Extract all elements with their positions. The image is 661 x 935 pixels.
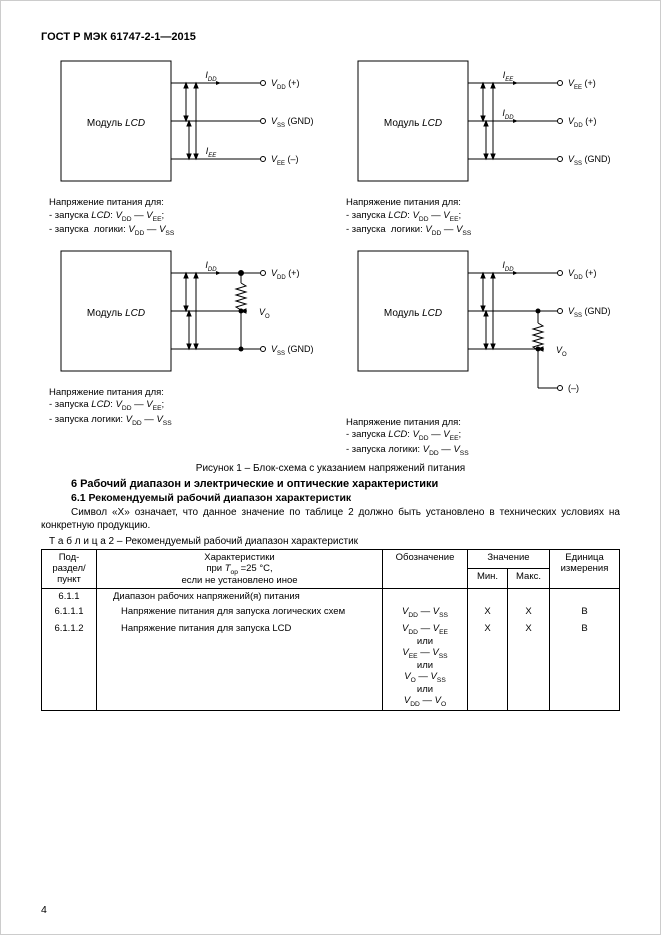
svg-text:VEE (–): VEE (–) [271, 154, 299, 167]
cell-unit [550, 589, 620, 605]
svg-text:VSS (GND): VSS (GND) [271, 344, 314, 357]
cell-max: X [508, 621, 550, 710]
cell-sym: VDD — VEEили VEE — VSSили VO — VSSили VD… [383, 621, 468, 710]
section-6-1: 6.1 Рекомендуемый рабочий диапазон харак… [71, 492, 620, 504]
figure-caption: Рисунок 1 – Блок-схема с указанием напря… [41, 463, 620, 474]
cell-num: 6.1.1.2 [42, 621, 97, 710]
cell-min [468, 589, 508, 605]
svg-text:IEE: IEE [503, 70, 515, 83]
lead-1: IDD VDD (+) [171, 70, 299, 91]
page-container: ГОСТ Р МЭК 61747-2-1—2015 Модуль LCD IDD… [0, 0, 661, 935]
diagram-4-svg: Модуль LCD IDD VDD (+) VSS (GND) [338, 243, 618, 413]
svg-text:Модуль LCD: Модуль LCD [87, 308, 145, 319]
cell-name: Напряжение питания для запуска LCD [97, 621, 383, 710]
svg-text:VSS (GND): VSS (GND) [568, 154, 611, 167]
th-num: Под-раздел/ пункт [42, 549, 97, 589]
svg-text:(–): (–) [568, 383, 579, 393]
svg-text:IDD: IDD [205, 260, 217, 273]
table-row: 6.1.1.1 Напряжение питания для запуска л… [42, 604, 620, 621]
svg-text:VO: VO [556, 345, 567, 358]
diagram-4: Модуль LCD IDD VDD (+) VSS (GND) [338, 243, 620, 459]
cell-name: Напряжение питания для запуска логически… [97, 604, 383, 621]
th-val: Значение [468, 549, 550, 569]
th-min: Мин. [468, 569, 508, 589]
cell-max: X [508, 604, 550, 621]
svg-text:VO: VO [259, 307, 270, 320]
cell-unit: В [550, 621, 620, 710]
diagram-1-svg: Модуль LCD IDD VDD (+) VSS (GND) [41, 53, 321, 193]
table-row: 6.1.1.2 Напряжение питания для запуска L… [42, 621, 620, 710]
cell-num: 6.1.1 [42, 589, 97, 605]
cell-min: X [468, 621, 508, 710]
svg-text:IDD: IDD [502, 108, 514, 121]
section-6: 6 Рабочий диапазон и электрические и опт… [71, 478, 620, 490]
cell-sym [383, 589, 468, 605]
diagram-3-caption: Напряжение питания для: - запуска LCD: V… [41, 387, 323, 428]
th-char: Характеристики при Top =25 °С, если не у… [97, 549, 383, 589]
module-label: Модуль LCD [87, 118, 145, 129]
svg-text:IDD: IDD [502, 260, 514, 273]
lead-2: VSS (GND) [171, 116, 314, 129]
svg-text:VEE (+): VEE (+) [568, 78, 596, 91]
svg-text:VDD (+): VDD (+) [568, 268, 596, 281]
svg-text:VSS (GND): VSS (GND) [568, 306, 611, 319]
th-unit: Единица измерения [550, 549, 620, 589]
diagram-3-svg: Модуль LCD IDD VDD (+) VSS (GND) [41, 243, 321, 383]
cell-max [508, 589, 550, 605]
cell-sym: VDD — VSS [383, 604, 468, 621]
diagram-1-caption: Напряжение питания для: - запуска LCD: V… [41, 197, 323, 238]
svg-text:VDD (+): VDD (+) [568, 116, 596, 129]
table-header-row: Под-раздел/ пункт Характеристики при Top… [42, 549, 620, 569]
th-sym: Обозначение [383, 549, 468, 589]
svg-text:Модуль LCD: Модуль LCD [384, 308, 442, 319]
diagram-2-svg: Модуль LCD IEE VEE (+) IDD VDD (+) [338, 53, 618, 193]
page-number: 4 [41, 904, 47, 916]
svg-text:IEE: IEE [206, 146, 218, 159]
diagram-grid: Модуль LCD IDD VDD (+) VSS (GND) [41, 53, 620, 459]
diagram-1: Модуль LCD IDD VDD (+) VSS (GND) [41, 53, 323, 239]
cell-num: 6.1.1.1 [42, 604, 97, 621]
svg-text:VDD (+): VDD (+) [271, 268, 299, 281]
cell-name: Диапазон рабочих напряжений(я) питания [97, 589, 383, 605]
svg-text:VDD (+): VDD (+) [271, 78, 299, 91]
diagram-2: Модуль LCD IEE VEE (+) IDD VDD (+) [338, 53, 620, 239]
standard-header: ГОСТ Р МЭК 61747-2-1—2015 [41, 31, 620, 43]
table-caption: Т а б л и ц а 2 – Рекомендуемый рабочий … [49, 536, 620, 547]
th-max: Макс. [508, 569, 550, 589]
svg-text:VSS (GND): VSS (GND) [271, 116, 314, 129]
spec-table: Под-раздел/ пункт Характеристики при Top… [41, 549, 620, 711]
body-paragraph: Символ «Х» означает, что данное значение… [41, 506, 620, 532]
svg-text:IDD: IDD [205, 70, 217, 83]
diagram-4-caption: Напряжение питания для: - запуска LCD: V… [338, 417, 620, 458]
cell-unit: В [550, 604, 620, 621]
table-row: 6.1.1 Диапазон рабочих напряжений(я) пит… [42, 589, 620, 605]
svg-text:Модуль LCD: Модуль LCD [384, 118, 442, 129]
diagram-3: Модуль LCD IDD VDD (+) VSS (GND) [41, 243, 323, 459]
diagram-2-caption: Напряжение питания для: - запуска LCD: V… [338, 197, 620, 238]
cell-min: X [468, 604, 508, 621]
